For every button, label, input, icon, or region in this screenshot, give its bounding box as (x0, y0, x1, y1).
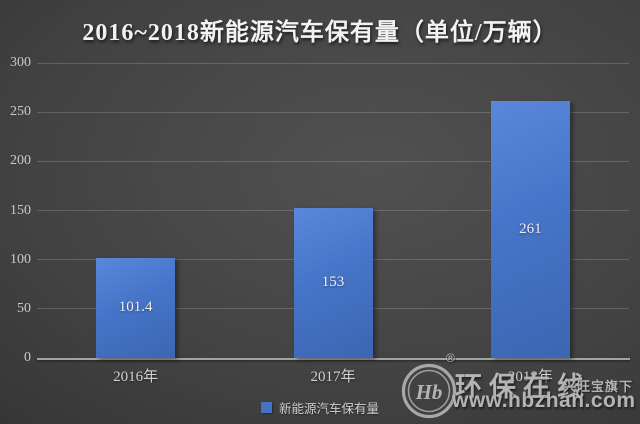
chart-title: 2016~2018新能源汽车保有量（单位/万辆） (82, 20, 558, 46)
gridline-300 (37, 62, 629, 64)
bar-2016年: 101.4 (96, 258, 176, 358)
x-tick-label-2018年: 2018年 (507, 369, 553, 385)
bar-value-label: 261 (519, 220, 542, 237)
legend-label: 新能源汽车保有量 (278, 402, 379, 416)
legend: 新能源汽车保有量 (0, 398, 640, 417)
bar-2018年: 261 (490, 101, 570, 358)
y-tick-label-50: 50 (17, 300, 31, 316)
gridline-200 (37, 160, 629, 162)
bar-value-label: 101.4 (118, 299, 153, 316)
y-tick-label-0: 0 (24, 350, 31, 365)
y-tick-label-300: 300 (10, 55, 31, 70)
y-tick-label-200: 200 (10, 153, 31, 169)
legend-swatch-icon (260, 402, 272, 413)
gridline-250 (37, 111, 629, 113)
x-tick-label-2016年: 2016年 (113, 369, 159, 385)
y-tick-label-150: 150 (10, 202, 31, 218)
bar-value-label: 153 (321, 273, 345, 290)
y-tick-label-250: 250 (10, 104, 31, 120)
y-tick-label-100: 100 (10, 251, 31, 267)
x-tick-label-2017年: 2017年 (310, 369, 356, 385)
x-axis-line (37, 358, 630, 360)
bar-2017年: 153 (293, 207, 373, 358)
